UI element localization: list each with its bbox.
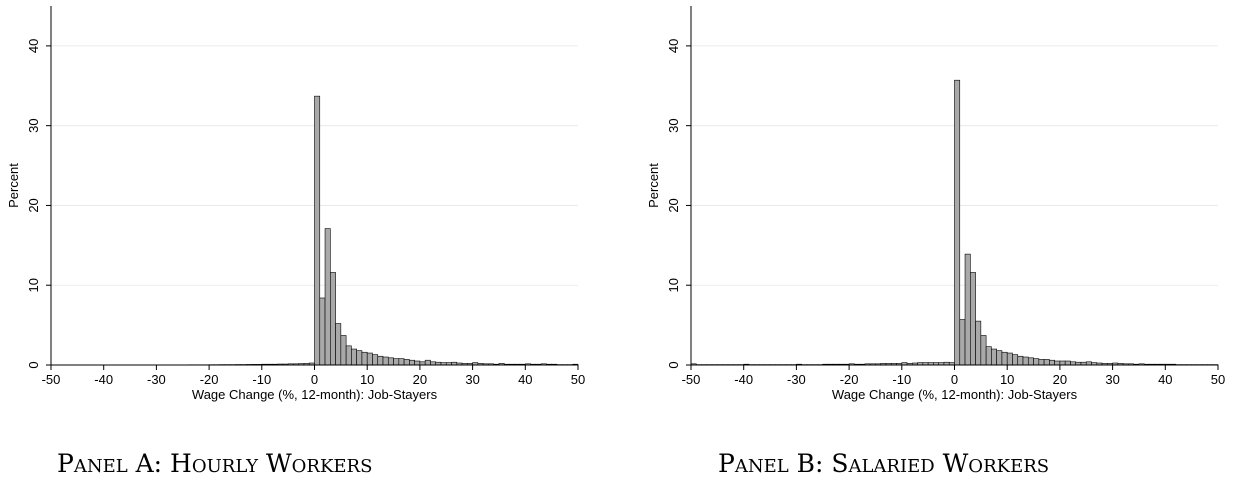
histogram-bar bbox=[1022, 356, 1029, 366]
x-tick-label: -20 bbox=[840, 372, 859, 387]
x-tick-label: 0 bbox=[951, 372, 958, 387]
histogram-bar bbox=[1049, 359, 1055, 366]
y-tick-label: 10 bbox=[26, 278, 41, 292]
histogram-bars bbox=[690, 79, 1219, 366]
panel-b-chart: 0 10 20 30 40 -50 -40 -30 -20 -10 0 10 20 30 40 50 Per… bbox=[646, 6, 1226, 402]
histogram-bar bbox=[991, 348, 997, 366]
x-tick-label: -30 bbox=[147, 372, 166, 387]
panel-a-chart: 0 10 20 30 40 -50 -40 -30 -20 -10 0 10 20 30 40 50 Per… bbox=[6, 6, 586, 402]
y-tick-label: 30 bbox=[26, 118, 41, 132]
y-tick-label: 0 bbox=[666, 361, 681, 368]
histogram-bar bbox=[398, 358, 405, 366]
y-tick-label: 20 bbox=[666, 198, 681, 212]
x-tick-label: -40 bbox=[734, 372, 753, 387]
y-tick-label: 40 bbox=[26, 39, 41, 53]
histogram-bar bbox=[335, 323, 342, 366]
panel-a-caption: Panel A: Hourly Workers bbox=[57, 449, 373, 478]
histogram-bar bbox=[1012, 354, 1019, 366]
y-tick-label: 30 bbox=[666, 118, 681, 132]
histogram-bar bbox=[351, 348, 357, 366]
histogram-bar bbox=[1043, 359, 1050, 366]
histogram-bar bbox=[1054, 360, 1061, 366]
histogram-bar bbox=[1059, 360, 1066, 366]
histogram-bar bbox=[1027, 357, 1034, 366]
histogram-bar bbox=[996, 350, 1003, 366]
x-tick-label: 40 bbox=[518, 372, 532, 387]
x-axis-title: Wage Change (%, 12-month): Job-Stayers bbox=[832, 387, 1078, 402]
histogram-bar bbox=[356, 350, 363, 366]
histogram-bar bbox=[970, 272, 976, 366]
histogram-bar bbox=[340, 335, 347, 366]
x-tick-label: -40 bbox=[94, 372, 113, 387]
y-tick-label: 20 bbox=[26, 198, 41, 212]
histogram-bar bbox=[1038, 359, 1045, 366]
histogram-bar bbox=[959, 319, 966, 366]
x-tick-label: 50 bbox=[571, 372, 585, 387]
histogram-bar bbox=[975, 320, 982, 366]
x-axis-title: Wage Change (%, 12-month): Job-Stayers bbox=[192, 387, 438, 402]
histogram-bar bbox=[403, 359, 410, 366]
histogram-bar bbox=[424, 359, 431, 366]
y-tick-labels: 0 10 20 30 40 bbox=[666, 39, 681, 369]
y-tick-label: 40 bbox=[666, 39, 681, 53]
histogram-bar bbox=[319, 297, 326, 366]
histogram-bar bbox=[372, 354, 379, 366]
histogram-bar bbox=[1064, 360, 1071, 366]
histogram-bar bbox=[1001, 351, 1008, 366]
x-tick-label: 30 bbox=[465, 372, 479, 387]
x-tick-label: -30 bbox=[787, 372, 806, 387]
x-tick-label: 30 bbox=[1105, 372, 1119, 387]
y-tick-labels: 0 10 20 30 40 bbox=[26, 39, 41, 369]
x-tick-label: -10 bbox=[252, 372, 271, 387]
histogram-bar bbox=[382, 356, 389, 366]
x-tick-labels: -50 -40 -30 -20 -10 0 10 20 30 40 50 bbox=[42, 372, 586, 387]
x-tick-label: -50 bbox=[682, 372, 701, 387]
histogram-bar bbox=[324, 228, 331, 366]
histogram-bar bbox=[409, 359, 415, 366]
x-tick-label: 0 bbox=[311, 372, 318, 387]
histogram-bar bbox=[1033, 358, 1040, 366]
axes bbox=[686, 6, 1219, 370]
histogram-bar bbox=[954, 79, 961, 366]
x-tick-label: 20 bbox=[413, 372, 427, 387]
panel-b-caption: Panel B: Salaried Workers bbox=[718, 449, 1050, 478]
y-axis-title: Percent bbox=[646, 163, 661, 208]
histogram-bar bbox=[393, 358, 400, 366]
histogram-bars bbox=[50, 95, 579, 366]
x-tick-label: 20 bbox=[1053, 372, 1067, 387]
histogram-bar bbox=[387, 357, 394, 366]
histogram-bar bbox=[361, 351, 368, 366]
y-tick-label: 10 bbox=[666, 278, 681, 292]
histogram-bar bbox=[980, 335, 987, 366]
histogram-bar bbox=[345, 345, 352, 366]
y-axis-title: Percent bbox=[6, 163, 21, 208]
histogram-bar bbox=[377, 355, 384, 366]
x-tick-labels: -50 -40 -30 -20 -10 0 10 20 30 40 50 bbox=[682, 372, 1226, 387]
x-tick-label: 50 bbox=[1211, 372, 1225, 387]
x-tick-label: -20 bbox=[200, 372, 219, 387]
histogram-bar bbox=[1006, 352, 1013, 366]
histogram-bar bbox=[314, 95, 321, 366]
histogram-bar bbox=[366, 352, 373, 366]
x-tick-label: -50 bbox=[42, 372, 61, 387]
histogram-bar bbox=[985, 346, 992, 366]
y-tick-label: 0 bbox=[26, 361, 41, 368]
x-tick-label: 10 bbox=[360, 372, 374, 387]
x-tick-label: -10 bbox=[892, 372, 911, 387]
x-tick-label: 40 bbox=[1158, 372, 1172, 387]
histogram-bar bbox=[330, 272, 336, 366]
histogram-bar bbox=[964, 253, 971, 366]
axes bbox=[46, 6, 579, 370]
x-tick-label: 10 bbox=[1000, 372, 1014, 387]
histogram-bar bbox=[414, 360, 421, 366]
histogram-bar bbox=[1017, 355, 1024, 366]
